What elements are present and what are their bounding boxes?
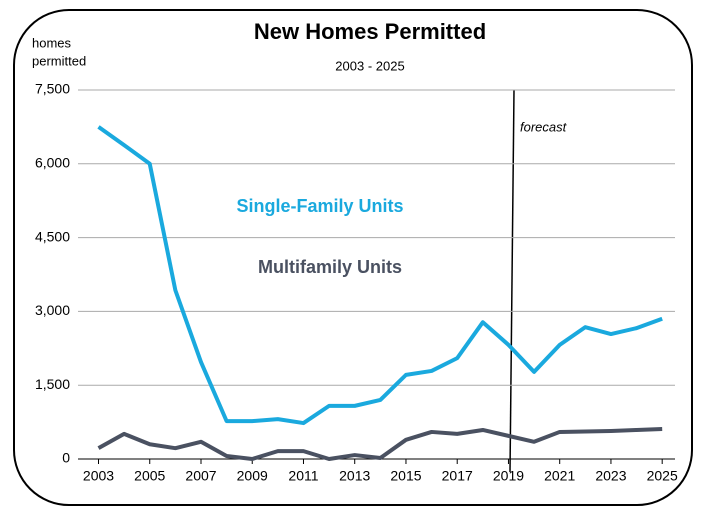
legend-label: Multifamily Units [258, 257, 402, 277]
y-tick-label: 6,000 [35, 155, 70, 171]
x-tick-label: 2007 [185, 468, 216, 484]
y-axis-label: permitted [32, 53, 86, 68]
x-tick-label: 2021 [544, 468, 575, 484]
series-line [97, 125, 663, 426]
x-tick-label: 2009 [237, 468, 268, 484]
chart-subtitle: 2003 - 2025 [335, 58, 404, 73]
y-tick-label: 1,500 [35, 376, 70, 392]
chart-title: New Homes Permitted [254, 19, 486, 44]
x-tick-label: 2003 [83, 468, 114, 484]
y-tick-label: 3,000 [35, 302, 70, 318]
x-tick-label: 2013 [339, 468, 370, 484]
y-tick-label: 4,500 [35, 228, 70, 244]
series-line [97, 426, 663, 461]
x-tick-label: 2017 [442, 468, 473, 484]
x-tick-label: 2019 [493, 468, 524, 484]
legend-label: Single-Family Units [236, 196, 403, 216]
forecast-line [509, 89, 515, 473]
x-tick-label: 2025 [647, 468, 678, 484]
x-tick-label: 2011 [288, 468, 318, 484]
y-tick-label: 7,500 [35, 81, 70, 97]
x-tick-label: 2015 [390, 468, 421, 484]
y-tick-label: 0 [62, 450, 70, 466]
y-axis-label: homes [32, 35, 72, 50]
x-tick-label: 2005 [134, 468, 165, 484]
x-tick-label: 2023 [595, 468, 626, 484]
annotation: forecast [520, 119, 568, 134]
frame [13, 9, 693, 506]
